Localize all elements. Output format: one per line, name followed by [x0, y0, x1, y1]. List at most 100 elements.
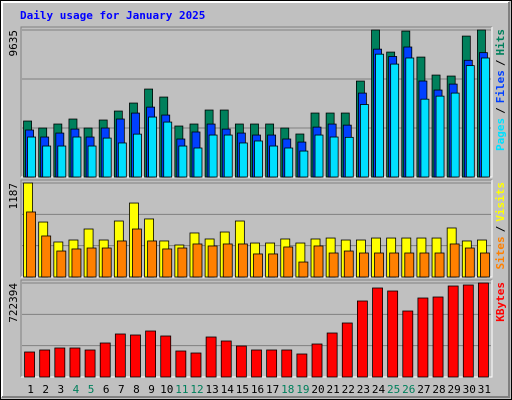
bar	[163, 121, 173, 178]
bar	[360, 104, 369, 178]
bar	[207, 245, 218, 278]
bar	[326, 332, 338, 378]
bar	[344, 136, 354, 178]
bar	[69, 347, 81, 378]
bar	[177, 247, 188, 278]
legend-entry: Sites	[494, 236, 507, 269]
bar	[39, 349, 51, 378]
x-tick-label: 7	[118, 383, 125, 396]
x-tick-label: 18	[281, 383, 294, 396]
x-tick-label: 12	[190, 383, 203, 396]
bevel	[20, 26, 492, 177]
bar	[435, 95, 445, 178]
bar	[405, 57, 415, 178]
legend-entry: Hits	[494, 29, 507, 56]
bar	[375, 53, 384, 178]
bar	[311, 343, 323, 378]
x-tick-label: 30	[463, 383, 476, 396]
bar	[462, 284, 474, 378]
x-tick-label: 29	[448, 383, 461, 396]
x-tick-label: 15	[236, 383, 249, 396]
x-tick-label: 28	[432, 383, 445, 396]
bar	[116, 240, 127, 278]
bar	[389, 252, 400, 278]
bar	[57, 145, 67, 178]
bar	[329, 136, 339, 178]
bar	[298, 261, 309, 278]
bar	[148, 116, 157, 178]
legend-entry: KBytes	[494, 282, 507, 322]
bar	[296, 353, 308, 378]
bar	[449, 243, 460, 278]
bar	[238, 142, 248, 178]
y-tick-label: 1187	[7, 183, 20, 210]
x-tick-label: 19	[296, 383, 309, 396]
bar	[328, 252, 339, 278]
bar	[254, 140, 263, 178]
bar	[190, 352, 202, 378]
bar	[205, 336, 217, 378]
bar	[133, 133, 142, 178]
legend: Pages / Files / Hits	[494, 29, 507, 151]
bar	[54, 347, 66, 378]
bar	[193, 147, 203, 178]
bar	[175, 350, 187, 378]
x-tick-label: 20	[311, 383, 324, 396]
bar	[357, 300, 368, 378]
bar	[390, 63, 400, 178]
bevel	[20, 179, 492, 277]
bar	[253, 253, 263, 278]
bar	[420, 98, 430, 178]
legend-entry: Pages	[494, 118, 507, 151]
x-tick-label: 26	[402, 383, 415, 396]
bar	[24, 351, 35, 378]
y-tick-label: 9635	[7, 30, 20, 57]
bar	[251, 349, 262, 378]
x-tick-label: 24	[372, 383, 386, 396]
bar	[237, 243, 248, 278]
bar	[450, 92, 460, 178]
bar	[314, 134, 324, 178]
bar	[208, 134, 218, 178]
bar	[42, 145, 52, 178]
legend-separator: /	[494, 225, 507, 232]
bar	[86, 247, 97, 278]
x-tick-label: 27	[417, 383, 430, 396]
bar	[402, 310, 414, 378]
x-tick-label: 17	[266, 383, 279, 396]
x-tick-label: 21	[327, 383, 340, 396]
bar	[281, 349, 293, 378]
bar	[268, 253, 279, 278]
x-tick-label: 25	[387, 383, 400, 396]
bar	[41, 235, 52, 278]
bar	[432, 296, 444, 378]
bar	[160, 335, 172, 378]
bar	[313, 245, 324, 278]
bar	[374, 252, 384, 278]
bar	[341, 322, 353, 378]
bar	[178, 145, 188, 178]
legend-separator: /	[494, 107, 507, 114]
bar	[114, 333, 126, 378]
bar	[465, 65, 475, 178]
x-tick-label: 16	[251, 383, 264, 396]
x-tick-label: 4	[73, 383, 80, 396]
bar	[72, 136, 82, 178]
chart-title: Daily usage for January 2025	[20, 9, 205, 22]
x-tick-label: 13	[205, 383, 218, 396]
bar	[84, 349, 96, 378]
bar	[417, 297, 429, 378]
legend-separator: /	[494, 59, 507, 66]
x-tick-label: 2	[42, 383, 49, 396]
bar	[145, 330, 156, 378]
x-tick-label: 11	[175, 383, 188, 396]
bar	[56, 250, 67, 278]
bar	[299, 150, 309, 178]
legend: KBytes	[494, 282, 507, 322]
bar	[220, 340, 232, 378]
x-tick-label: 23	[357, 383, 370, 396]
x-tick-label: 22	[342, 383, 355, 396]
